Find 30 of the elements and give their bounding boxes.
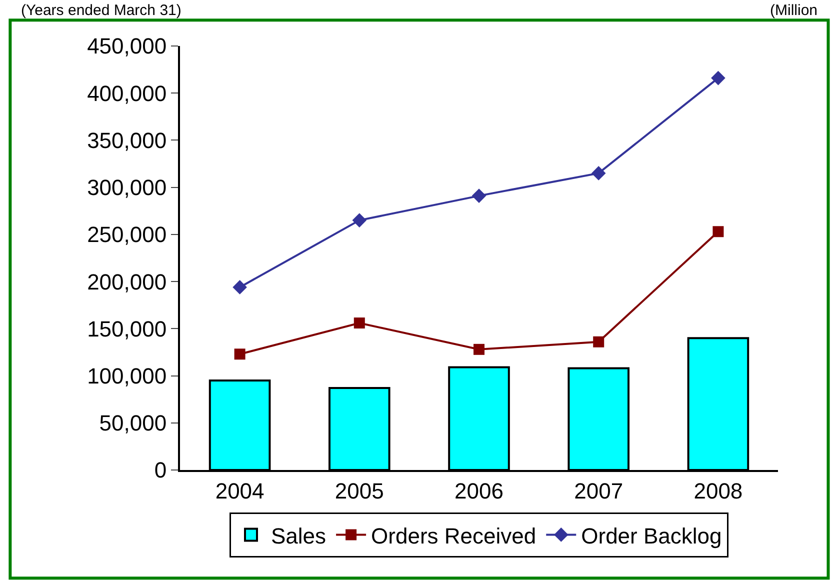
text: (Million	[770, 2, 818, 19]
point	[354, 318, 365, 329]
point	[474, 344, 484, 355]
point	[593, 336, 604, 348]
point	[591, 166, 606, 180]
point	[711, 70, 726, 86]
x-tick-label: 2008	[694, 478, 743, 504]
y-tick-label: 350,000	[87, 128, 167, 153]
x-tick-label: 2004	[215, 478, 264, 504]
legend-label: Sales	[271, 523, 326, 548]
y-tick-label: 150,000	[87, 316, 167, 342]
y-tick-label: 200,000	[87, 269, 167, 294]
x-tick-label: 2006	[454, 478, 504, 504]
text: (Years ended March 31)	[21, 2, 182, 19]
x-tick-label: 2005	[334, 478, 384, 504]
y-tick-label: 0	[154, 458, 167, 483]
y-tick-label: 50,000	[99, 410, 167, 436]
point	[352, 213, 367, 228]
legend-label: Order Backlog	[581, 523, 722, 548]
y-tick-label: 250,000	[87, 222, 167, 248]
point	[472, 188, 486, 203]
x-tick-label: 2007	[574, 478, 624, 504]
legend-label: Orders Received	[371, 523, 536, 548]
point	[232, 280, 247, 294]
y-tick-label: 100,000	[87, 363, 167, 388]
y-tick-label: 450,000	[87, 34, 167, 59]
y-tick-label: 400,000	[87, 80, 167, 106]
point	[712, 226, 724, 238]
point	[234, 348, 246, 360]
y-tick-label: 300,000	[87, 175, 167, 200]
